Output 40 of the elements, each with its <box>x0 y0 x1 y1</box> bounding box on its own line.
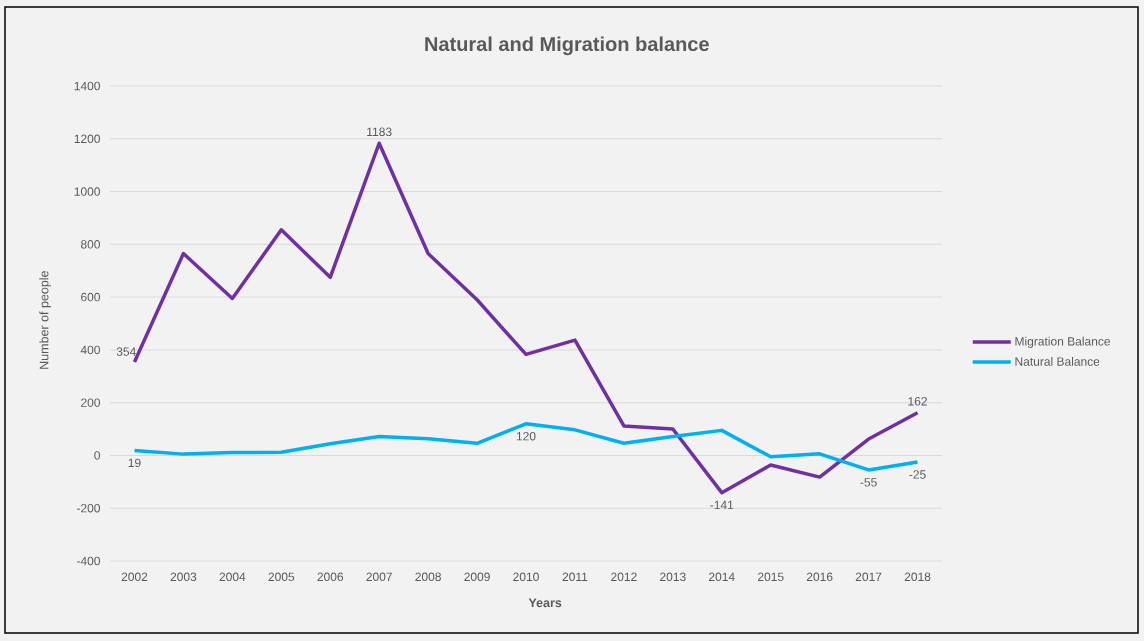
x-axis-title: Years <box>528 598 562 608</box>
x-tick-label: 2012 <box>611 572 637 582</box>
x-tick-label: 2014 <box>709 572 735 582</box>
x-tick-label: 2011 <box>562 572 588 582</box>
legend-label: Natural Balance <box>1015 357 1100 366</box>
y-tick-label: 1400 <box>74 81 100 91</box>
x-tick-label: 2007 <box>366 572 392 582</box>
x-tick-label: 2016 <box>806 572 833 582</box>
y-axis-title: Number of people <box>39 271 51 369</box>
x-tick-label: 2008 <box>415 572 441 582</box>
data-label: -141 <box>710 500 734 510</box>
data-label: 1183 <box>367 127 392 137</box>
y-tick-label: 1200 <box>74 134 100 144</box>
x-tick-label: 2010 <box>513 572 539 582</box>
x-tick-label: 2005 <box>268 572 295 582</box>
y-tick-label: 1000 <box>74 187 100 196</box>
x-tick-label: 2002 <box>121 572 148 582</box>
data-label: 354 <box>116 347 136 356</box>
x-tick-label: 2004 <box>219 572 246 582</box>
data-label: 120 <box>516 431 536 441</box>
x-tick-label: 2015 <box>757 572 784 582</box>
x-tick-label: 2017 <box>855 572 882 582</box>
y-tick-label: -400 <box>76 556 100 566</box>
x-tick-label: 2009 <box>464 572 490 582</box>
y-tick-label: 600 <box>81 292 100 302</box>
y-tick-label: 0 <box>94 451 101 460</box>
x-tick-label: 2006 <box>317 572 344 582</box>
y-tick-label: 800 <box>80 240 100 249</box>
data-label: 162 <box>908 397 927 406</box>
legend-label: Migration Balance <box>1015 336 1110 348</box>
data-label: -25 <box>909 470 926 479</box>
x-tick-label: 2013 <box>660 572 686 582</box>
data-label: -55 <box>860 478 877 487</box>
y-tick-label: 200 <box>81 398 100 407</box>
data-label: 19 <box>128 458 141 468</box>
x-tick-label: 2003 <box>170 572 197 582</box>
y-tick-label: -200 <box>76 503 100 513</box>
chart-title: Natural and Migration balance <box>425 36 709 56</box>
x-tick-label: 2018 <box>904 572 931 582</box>
y-tick-label: 400 <box>80 345 100 355</box>
